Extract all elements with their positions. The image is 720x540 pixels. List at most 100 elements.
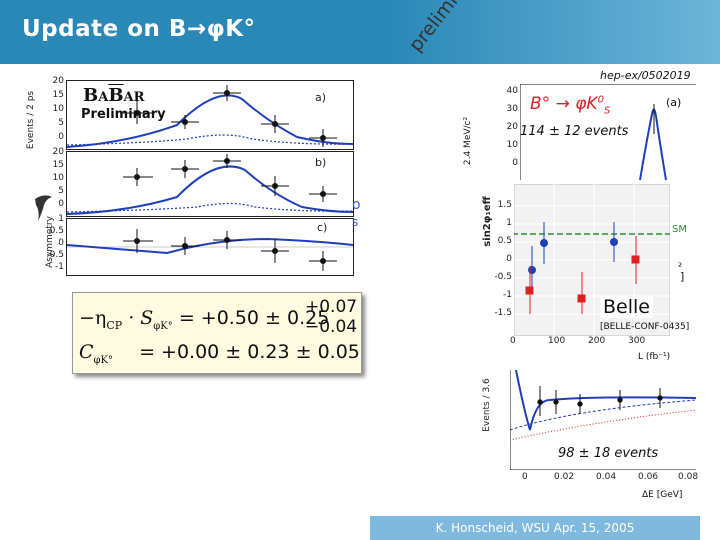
reference-label: hep-ex/0502019 [600, 69, 691, 82]
babar-panel-a-tick: 5 [58, 118, 64, 128]
formula-c: C [79, 341, 94, 363]
de-plot-xtick: 0.04 [596, 472, 617, 482]
babar-panel-a-tick: 15 [52, 90, 64, 100]
babar-panel-b-tick: 10 [52, 173, 64, 183]
babar-figure: Events / 2 ps Asymmetry BABAR Preliminar… [26, 75, 361, 285]
mass-plot-events: 114 ± 12 events [520, 124, 629, 139]
de-plot-xtick: 0.08 [678, 472, 699, 482]
belle-label-box: Belle [600, 296, 653, 318]
mass-plot-label-sup: 0 [597, 94, 604, 106]
formula-line-s: −ηCP · SφK° = +0.50 ± 0.25 [79, 307, 329, 332]
babar-logo-bar: B [108, 85, 124, 106]
blue-artifact-o: o [352, 197, 361, 213]
babar-panel-b-ticks: 20 15 10 5 0 [44, 147, 64, 215]
sin2phi-ytick: -0.5 [494, 272, 512, 282]
babar-panel-a: BABAR Preliminary a) [66, 80, 354, 150]
babar-panel-a-label: a) [315, 91, 327, 104]
babar-panel-b: b) [66, 151, 354, 217]
sin2phi-ytick: -1.5 [494, 308, 512, 318]
blue-artifact-s: s [352, 215, 359, 229]
babar-logo-b: B [83, 85, 99, 106]
babar-panel-a-tick: 0 [58, 132, 64, 142]
sin2phi-plot: sin2φ₁eff 1.5 1 0.5 0 -0.5 -1 -1.5 SM ² … [480, 180, 700, 372]
de-plot-xticks: 0 0.02 0.04 0.06 0.08 [522, 472, 700, 486]
formula-sys-down: −0.04 [305, 317, 358, 337]
formula-c-sub: φK° [93, 354, 114, 366]
mass-plot-tick: 0 [512, 158, 518, 168]
sin2phi-yticks: 1.5 1 0.5 0 -0.5 -1 -1.5 [490, 190, 512, 340]
sin2phi-xticks: 0 100 200 300 [510, 336, 670, 350]
mass-plot-canvas [520, 84, 696, 181]
babar-logo-a: A [98, 90, 109, 105]
de-plot-xlabel: ΔE [GeV] [642, 490, 683, 500]
sin2phi-xlabel: L (fb⁻¹) [638, 352, 671, 362]
sin2phi-ytick: 0 [506, 254, 512, 264]
babar-panel-c-tick: -1 [55, 262, 64, 272]
babar-panel-b-plot [66, 154, 354, 215]
formula-line-c: CφK° = +0.00 ± 0.23 ± 0.05 [79, 341, 360, 366]
formula-s-value: = +0.50 ± 0.25 [178, 307, 330, 329]
formula-s: · S [128, 307, 154, 329]
formula-s-sub: φK° [153, 320, 173, 332]
slide-title: Update on B→φK° [22, 16, 256, 42]
babar-elephant-icon [35, 195, 52, 221]
babar-logo: BABAR [83, 85, 144, 106]
sin2phi-ytick: 1.5 [497, 200, 512, 210]
babar-preliminary: Preliminary [81, 107, 166, 122]
title-bar [0, 0, 720, 64]
babar-panel-c: c) [66, 218, 354, 276]
mass-plot-tick: 20 [506, 122, 518, 132]
babar-panel-c-label: c) [317, 221, 328, 234]
sin2phi-xtick: 300 [628, 336, 646, 346]
formula-sys-up: +0.07 [305, 297, 358, 317]
babar-panel-b-tick: 15 [52, 160, 64, 170]
mass-plot-ticks: 40 30 20 10 0 [490, 84, 518, 184]
footer: K. Honscheid, WSU Apr. 15, 2005 [370, 516, 700, 540]
babar-events-ylabel: Events / 2 ps [26, 90, 37, 150]
mass-plot-label-text: B° → φK [530, 94, 598, 114]
babar-panel-a-tick: 20 [52, 76, 64, 86]
sin2phi-side-mark-1: ² [678, 262, 683, 273]
babar-logo-ar: AR [123, 90, 145, 105]
de-plot-canvas [510, 370, 696, 470]
mass-plot: 2.4 MeV/c² 40 30 20 10 0 B° → φK0S (a) 1… [463, 84, 696, 184]
sin2phi-ytick: 0.5 [497, 236, 512, 246]
belle-label: Belle [603, 296, 650, 318]
babar-panel-b-label: b) [315, 156, 327, 169]
babar-panel-a-plot [66, 85, 354, 148]
formula-eta: −η [79, 307, 107, 329]
babar-panel-b-tick: 5 [58, 186, 64, 196]
de-plot-xtick: 0 [522, 472, 528, 482]
mass-plot-panel-tag: (a) [666, 96, 682, 109]
babar-panel-b-tick: 20 [52, 147, 64, 157]
sin2phi-ytick: -1 [503, 290, 512, 300]
mass-plot-label: B° → φK0S [530, 94, 610, 116]
formula-cp-sub: CP [106, 318, 123, 332]
sin2phi-xtick: 100 [548, 336, 566, 346]
sin2phi-ytick: 1 [506, 218, 512, 228]
sin2phi-sm-label: SM [672, 224, 687, 235]
belle-ref: [BELLE-CONF-0435] [600, 322, 690, 332]
formula-c-value: = +0.00 ± 0.23 ± 0.05 [139, 341, 360, 363]
babar-panel-c-tick: -0.5 [46, 250, 64, 260]
de-plot: Events / 3.6 98 ± 18 events 0 0.02 0.04 … [482, 370, 700, 516]
mass-plot-tick: 10 [506, 140, 518, 150]
mass-plot-ylabel: 2.4 MeV/c² [463, 116, 474, 166]
de-plot-xtick: 0.02 [554, 472, 575, 482]
babar-panel-a-tick: 10 [52, 104, 64, 114]
babar-panel-a-ticks: 20 15 10 5 0 [44, 76, 64, 150]
babar-panel-b-tick: 0 [58, 199, 64, 209]
babar-panel-c-tick: 1 [58, 214, 64, 224]
mass-plot-tick: 30 [506, 104, 518, 114]
mass-plot-label-sub: S [603, 105, 611, 117]
formula-box: −ηCP · SφK° = +0.50 ± 0.25 +0.07 −0.04 C… [72, 292, 362, 374]
de-plot-events: 98 ± 18 events [558, 446, 659, 461]
babar-panel-c-tick: 0 [58, 238, 64, 248]
sin2phi-xtick: 0 [510, 336, 516, 346]
babar-panel-c-plot [66, 229, 354, 271]
de-plot-xtick: 0.06 [638, 472, 659, 482]
sin2phi-xtick: 200 [588, 336, 606, 346]
sin2phi-side-mark-2: ] [680, 270, 685, 283]
babar-panel-c-ticks: 1 0.5 0 -0.5 -1 [42, 214, 64, 274]
de-plot-ylabel: Events / 3.6 [481, 378, 492, 432]
